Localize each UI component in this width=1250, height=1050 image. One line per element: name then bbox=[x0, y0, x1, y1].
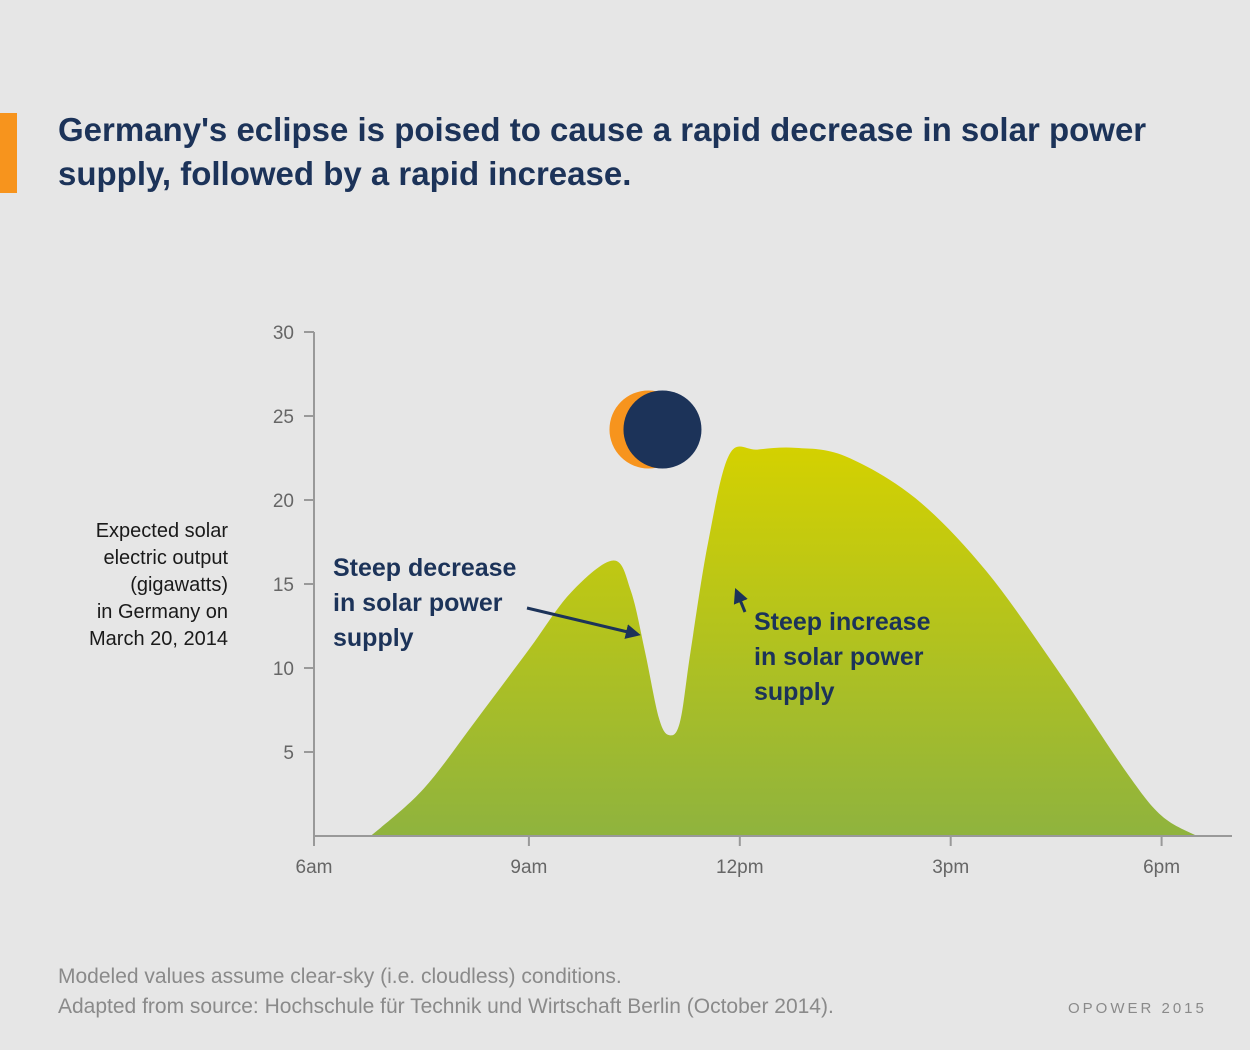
y-axis-label-line: in Germany on bbox=[96, 601, 228, 623]
arrow-decrease-icon bbox=[526, 606, 641, 639]
annotation-line: in solar power bbox=[754, 643, 924, 671]
y-tick-label: 10 bbox=[273, 659, 294, 680]
annotation-line: supply bbox=[333, 624, 414, 652]
y-tick-label: 5 bbox=[283, 743, 294, 764]
x-tick-label: 9am bbox=[510, 857, 547, 878]
y-axis-label: Expected solar electric output (gigawatt… bbox=[30, 518, 228, 653]
moon-icon bbox=[623, 390, 702, 469]
y-axis-label-line: Expected solar bbox=[95, 520, 228, 542]
x-tick-label: 6pm bbox=[1143, 857, 1180, 878]
y-tick-label: 15 bbox=[273, 575, 294, 596]
annotation-line: Steep decrease bbox=[333, 554, 517, 582]
annotation-line: Steep increase bbox=[754, 608, 931, 636]
eclipse-icon bbox=[609, 390, 702, 469]
y-axis-ticks: 5 10 15 20 25 30 bbox=[273, 323, 314, 764]
footnote: Modeled values assume clear-sky (i.e. cl… bbox=[58, 962, 834, 1022]
y-axis-label-line: (gigawatts) bbox=[130, 574, 228, 596]
y-tick-label: 30 bbox=[273, 323, 294, 344]
x-tick-label: 3pm bbox=[932, 857, 969, 878]
footnote-line: Modeled values assume clear-sky (i.e. cl… bbox=[58, 965, 622, 988]
solar-output-area bbox=[370, 446, 1197, 836]
x-axis-ticks: 6am 9am 12pm 3pm 6pm bbox=[296, 836, 1180, 878]
y-axis-label-line: March 20, 2014 bbox=[89, 628, 228, 650]
annotation-line: supply bbox=[754, 678, 835, 706]
y-tick-label: 25 bbox=[273, 407, 294, 428]
annotation-line: in solar power bbox=[333, 589, 503, 617]
annotation-steep-decrease: Steep decrease in solar power supply bbox=[333, 554, 641, 652]
y-axis-label-line: electric output bbox=[103, 547, 228, 569]
x-tick-label: 12pm bbox=[716, 857, 764, 878]
footnote-line: Adapted from source: Hochschule für Tech… bbox=[58, 995, 834, 1018]
arrow-increase-icon bbox=[733, 587, 748, 613]
chart-title: Germany's eclipse is poised to cause a r… bbox=[58, 111, 1147, 192]
credit-label: OPOWER 2015 bbox=[1068, 1000, 1207, 1017]
y-tick-label: 20 bbox=[273, 491, 294, 512]
x-tick-label: 6am bbox=[296, 857, 333, 878]
title-accent-bar bbox=[0, 113, 17, 193]
annotation-steep-increase: Steep increase in solar power supply bbox=[733, 587, 931, 706]
